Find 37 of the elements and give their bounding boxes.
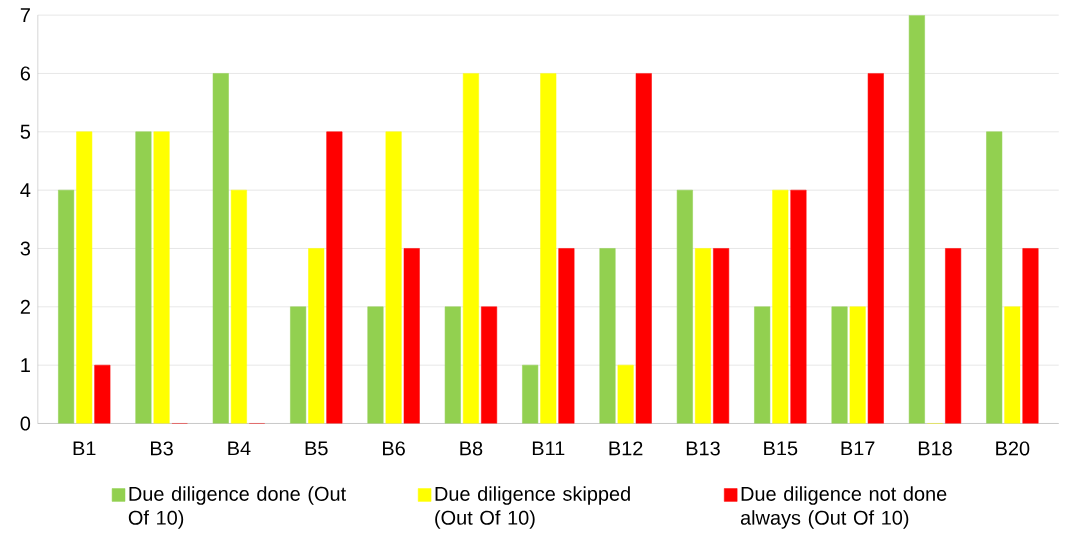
bar xyxy=(367,306,384,424)
bar xyxy=(754,306,771,424)
y-tick-label: 3 xyxy=(20,241,31,256)
y-tick-label: 6 xyxy=(20,66,31,81)
bar xyxy=(676,189,693,424)
bar xyxy=(135,131,152,424)
legend-label: Due diligence not done always (Out Of 10) xyxy=(740,486,947,529)
x-tick-label: B15 xyxy=(764,441,798,456)
bar xyxy=(212,72,229,424)
bar xyxy=(522,364,539,424)
bar xyxy=(290,306,307,424)
bar xyxy=(58,189,75,424)
x-tick-label: B8 xyxy=(460,441,483,456)
x-tick-label: B12 xyxy=(609,441,643,456)
bar xyxy=(831,306,848,424)
y-tick-label: 4 xyxy=(20,183,31,197)
bar xyxy=(986,131,1003,424)
x-tick-label: B13 xyxy=(686,441,720,456)
bar xyxy=(599,247,616,424)
x-tick-label: B6 xyxy=(383,441,405,456)
x-tick-label: B3 xyxy=(151,441,173,456)
bar xyxy=(444,306,461,424)
bar xyxy=(908,14,925,424)
legend-label: Due diligence done (Out Of 10) xyxy=(128,486,346,529)
y-tick-label: 1 xyxy=(21,358,30,372)
x-tick-label: B17 xyxy=(841,441,875,455)
y-tick-label: 2 xyxy=(20,299,30,314)
y-tick-label: 5 xyxy=(20,124,31,139)
x-tick-label: B4 xyxy=(228,441,251,455)
x-tick-label: B1 xyxy=(73,441,96,455)
x-tick-label: B11 xyxy=(532,441,565,455)
x-tick-label: B20 xyxy=(996,441,1030,456)
x-tick-label: B18 xyxy=(918,441,952,456)
y-tick-label: 0 xyxy=(20,416,31,431)
legend-label: Due diligence skipped (Out Of 10) xyxy=(435,486,630,529)
x-tick-label: B5 xyxy=(305,441,328,456)
y-tick-label: 7 xyxy=(20,8,30,22)
